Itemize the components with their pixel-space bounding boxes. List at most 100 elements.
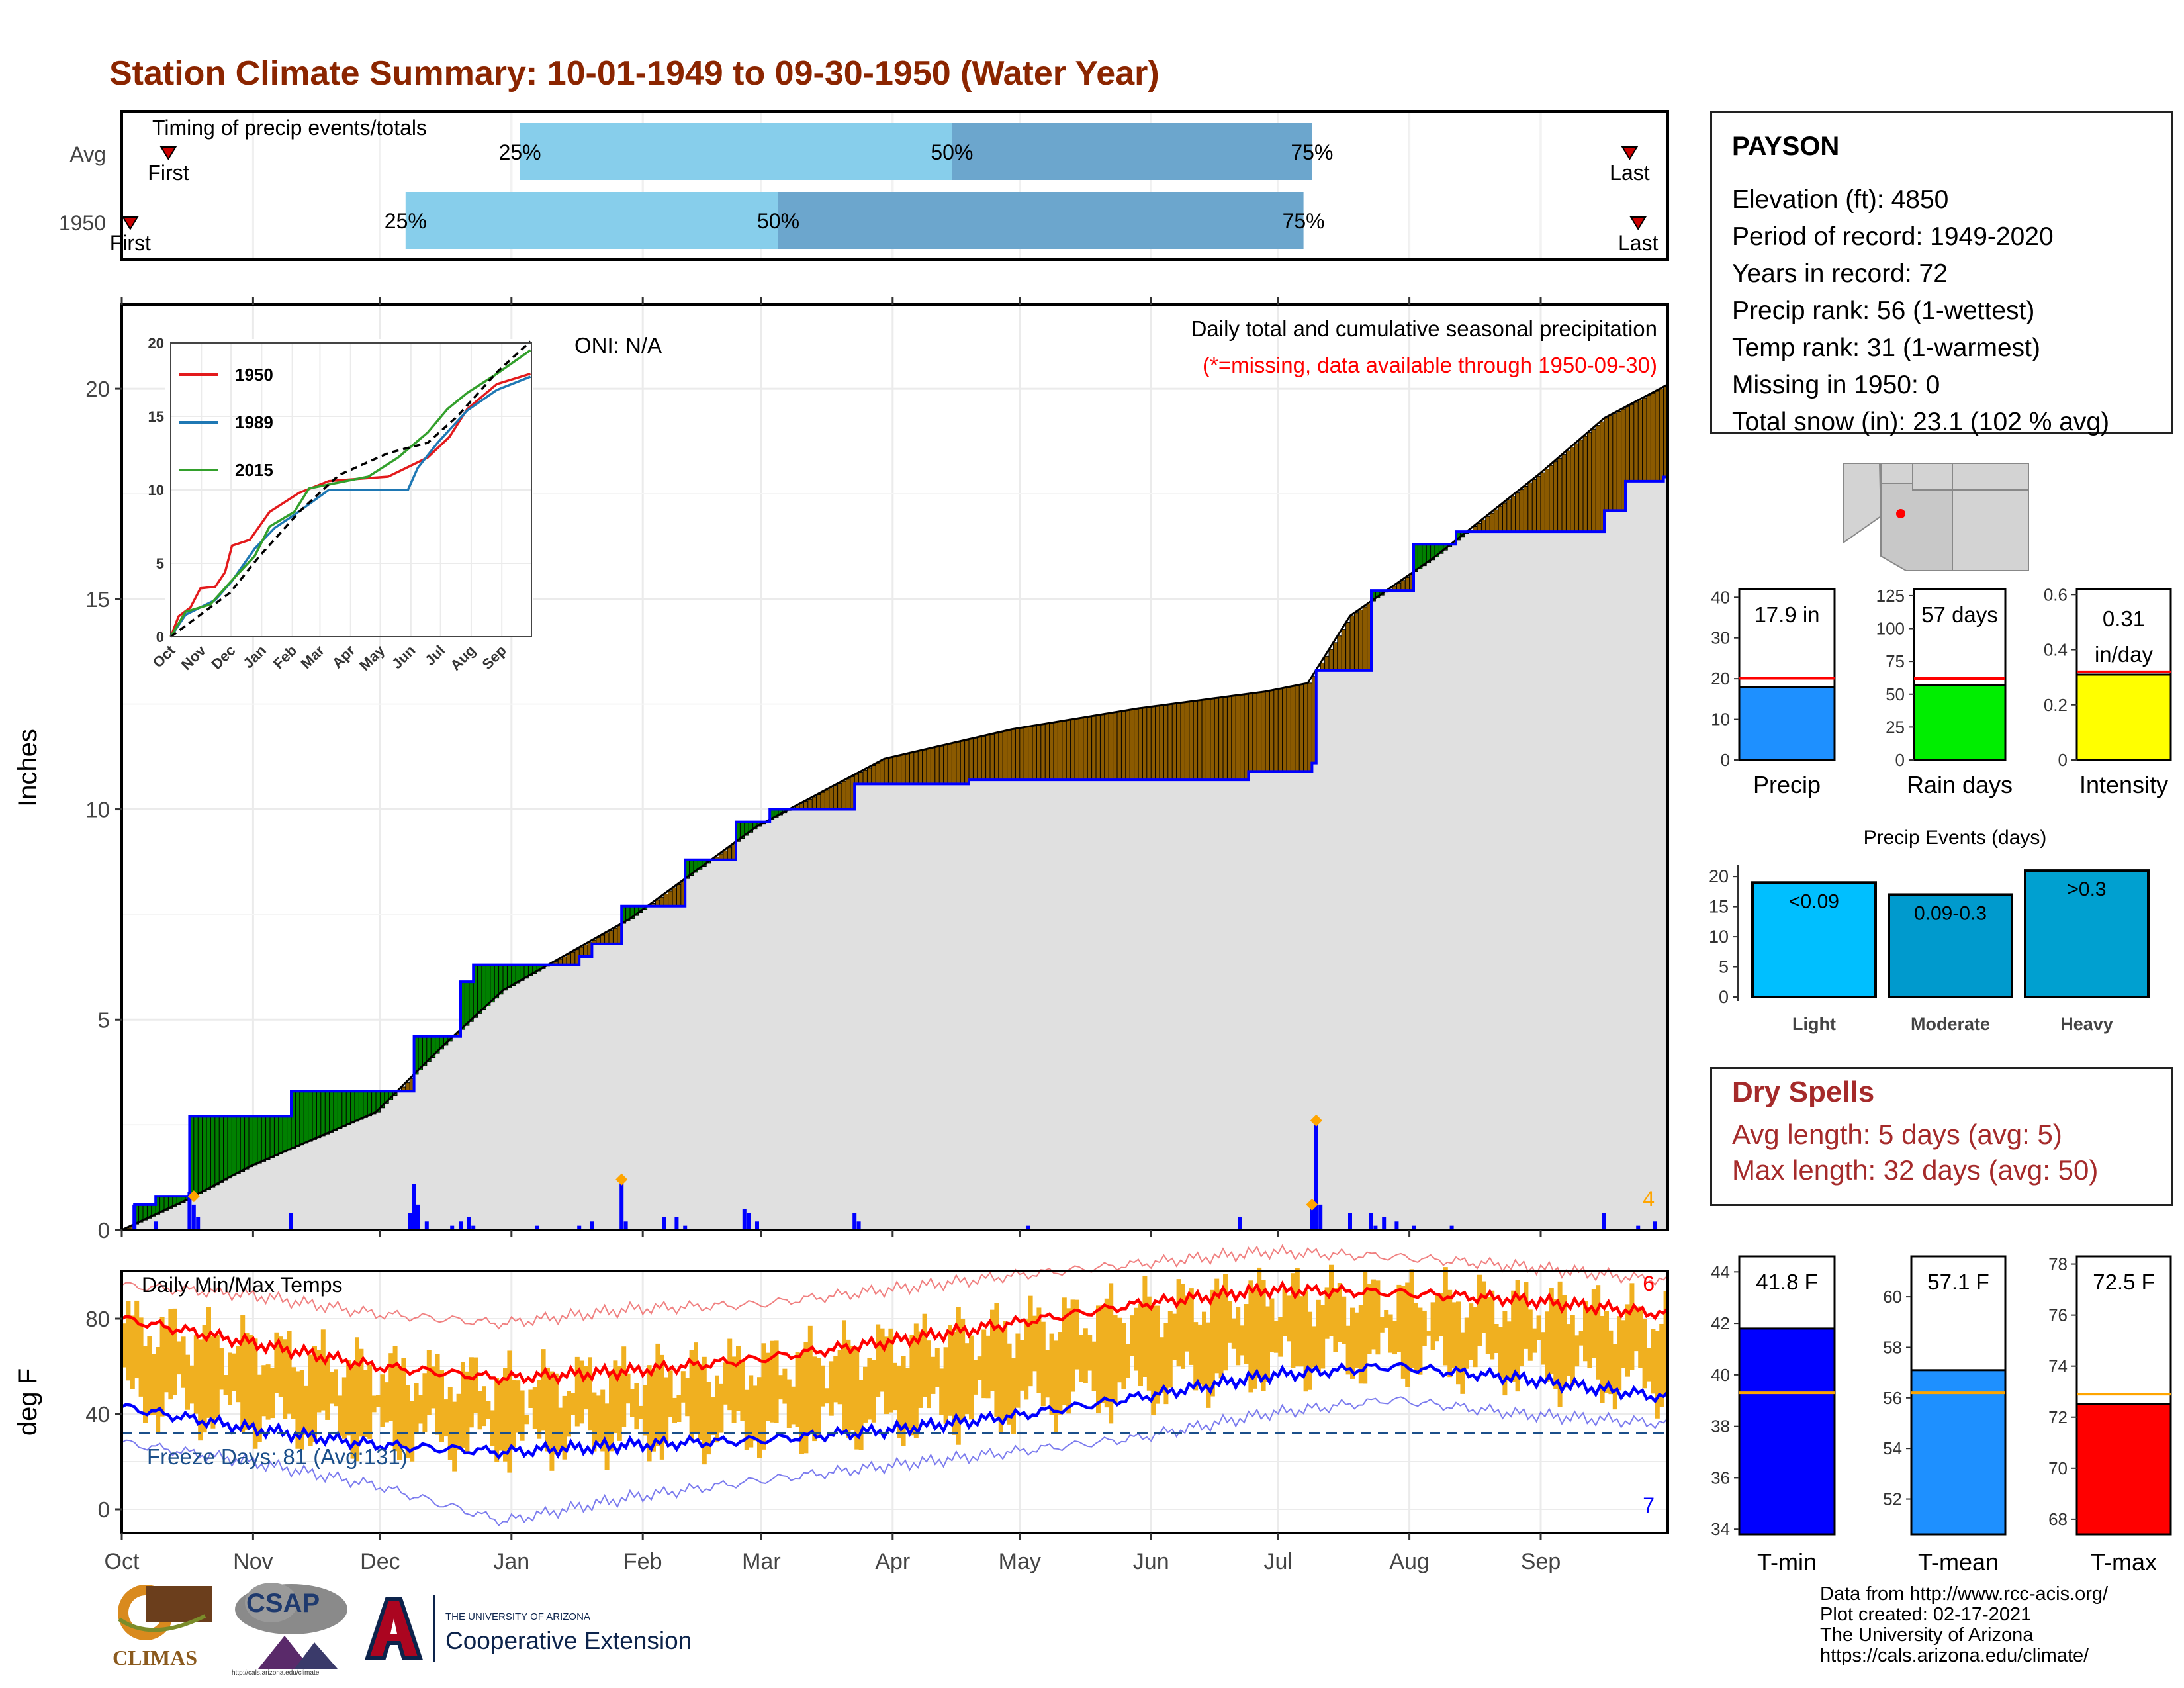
daily-temp-bar	[1248, 1280, 1253, 1393]
daily-temp-bar	[1189, 1288, 1194, 1365]
daily-temp-bar	[219, 1348, 224, 1390]
daily-temp-bar	[1193, 1322, 1199, 1391]
daily-temp-bar	[1079, 1335, 1084, 1382]
summary-ytick-label: 50	[1886, 684, 1905, 704]
daily-temp-bar	[494, 1378, 500, 1462]
daily-precip-bar	[856, 1221, 861, 1230]
daily-temp-bar	[1299, 1296, 1304, 1367]
daily-temp-bar	[1028, 1295, 1033, 1387]
daily-temp-bar	[1329, 1264, 1334, 1336]
events-ytick-label: 0	[1719, 987, 1729, 1007]
daily-temp-bar	[1091, 1341, 1097, 1391]
timing-last-label: Last	[1610, 161, 1650, 185]
timing-last-marker	[1621, 146, 1639, 160]
daily-temp-bar	[1578, 1331, 1584, 1346]
daily-temp-bar	[1600, 1315, 1605, 1403]
daily-temp-bar	[1058, 1332, 1063, 1415]
daily-temp-bar	[130, 1315, 135, 1389]
daily-precip-bar	[1026, 1225, 1030, 1230]
daily-temp-bar	[477, 1391, 482, 1430]
daily-temp-bar	[469, 1357, 474, 1428]
credit-plot-date: Plot created: 02-17-2021	[1820, 1604, 2032, 1625]
ua-divider	[433, 1595, 435, 1662]
daily-temp-bar	[1422, 1310, 1427, 1346]
summary-ytick-label: 0	[1721, 750, 1730, 770]
daily-temp-bar	[507, 1350, 512, 1473]
daily-temp-bar	[1659, 1323, 1664, 1407]
daily-precip-bar	[408, 1213, 412, 1230]
daily-temp-bar	[228, 1352, 232, 1405]
dry-spells-avg: Avg length: 5 days (avg: 5)	[1732, 1119, 2062, 1150]
csap-logo: CSAP http://cals.arizona.edu/climate	[232, 1579, 351, 1679]
daily-temp-bar	[918, 1331, 923, 1408]
summary-value-label: 17.9 in	[1754, 602, 1819, 627]
daily-temp-bar	[443, 1399, 449, 1437]
daily-temp-bar	[617, 1366, 622, 1441]
daily-temp-bar	[1130, 1315, 1135, 1356]
month-label: Jun	[1133, 1549, 1169, 1574]
timing-pct-label: 75%	[1291, 140, 1333, 164]
timing-bar-q50-q75	[778, 192, 1304, 249]
daily-temp-bar	[710, 1397, 715, 1435]
daily-temp-bar	[1337, 1282, 1342, 1342]
events-category-label: Moderate	[1911, 1014, 1990, 1034]
temp-summary-bars: 34 36 38 40 42 44 41.8 F T-min 52 54 56 58 60 57.1 F T…	[1711, 1254, 2172, 1575]
daily-temp-bar	[807, 1325, 813, 1434]
summary-ytick-label: 74	[2048, 1356, 2068, 1376]
daily-temp-bar	[778, 1375, 783, 1400]
daily-temp-bar	[731, 1356, 737, 1423]
daily-temp-bar	[1358, 1305, 1363, 1384]
daily-temp-bar	[528, 1389, 533, 1408]
dry-spells-box: Dry Spells Avg length: 5 days (avg: 5) M…	[1710, 1067, 2173, 1206]
daily-temp-bar	[821, 1365, 825, 1407]
events-bar-label: >0.3	[2067, 878, 2106, 900]
daily-temp-bar	[410, 1401, 415, 1462]
timing-last-marker	[1629, 216, 1647, 230]
timing-bar-q25-q50	[520, 123, 952, 180]
daily-temp-bar	[341, 1377, 347, 1439]
daily-temp-bar	[1160, 1337, 1164, 1393]
daily-precip-bar	[1382, 1217, 1387, 1230]
daily-temp-bar	[803, 1342, 809, 1454]
daily-temp-bar	[1223, 1274, 1228, 1371]
month-axis-labels: Oct Nov Dec Jan Feb Mar Apr May Jun Jul Aug Sep	[105, 1533, 1561, 1574]
daily-temp-bar	[588, 1357, 592, 1431]
daily-temp-bar	[876, 1324, 881, 1397]
daily-temp-bar	[553, 1373, 559, 1455]
daily-temp-bar	[723, 1362, 728, 1405]
daily-temp-bar	[774, 1340, 779, 1423]
daily-precip-bar	[1314, 1125, 1318, 1230]
temp-title: Daily Min/Max Temps	[142, 1273, 342, 1297]
daily-temp-bar	[676, 1395, 682, 1423]
daily-temp-bar	[892, 1362, 897, 1411]
timing-bar-q25-q50	[405, 192, 778, 249]
daily-temp-bar	[964, 1343, 970, 1415]
daily-temp-bar	[253, 1338, 258, 1449]
daily-temp-bar	[867, 1358, 872, 1420]
daily-temp-bar	[1625, 1304, 1630, 1377]
precip-frame	[120, 303, 1669, 1231]
daily-temp-bar	[541, 1349, 546, 1431]
daily-temp-bar	[1282, 1289, 1287, 1336]
summary-ytick-label: 0	[1895, 750, 1905, 770]
daily-temp-bar	[680, 1371, 686, 1403]
summary-ytick-label: 38	[1711, 1417, 1730, 1436]
daily-temp-bar	[210, 1335, 216, 1429]
summary-ytick-label: 20	[1711, 669, 1730, 688]
summary-value-label: 41.8 F	[1756, 1270, 1818, 1294]
daily-temp-bar	[435, 1354, 440, 1435]
daily-temp-bar	[1532, 1328, 1537, 1353]
daily-temp-bar	[206, 1307, 211, 1418]
inset-legend-label: 2015	[235, 460, 273, 480]
daily-precip-bar	[535, 1225, 539, 1230]
summary-ytick-label: 100	[1876, 619, 1905, 639]
daily-temp-bar	[1587, 1308, 1592, 1368]
month-label: Oct	[105, 1549, 140, 1574]
daily-temp-bar	[1469, 1303, 1474, 1360]
month-label: Feb	[623, 1549, 662, 1574]
daily-temp-bar	[1524, 1282, 1529, 1349]
daily-temp-bar	[863, 1366, 868, 1423]
daily-temp-bar	[913, 1323, 919, 1438]
map-nevada	[1880, 463, 1913, 484]
cumulative-common-area	[122, 477, 1668, 1230]
